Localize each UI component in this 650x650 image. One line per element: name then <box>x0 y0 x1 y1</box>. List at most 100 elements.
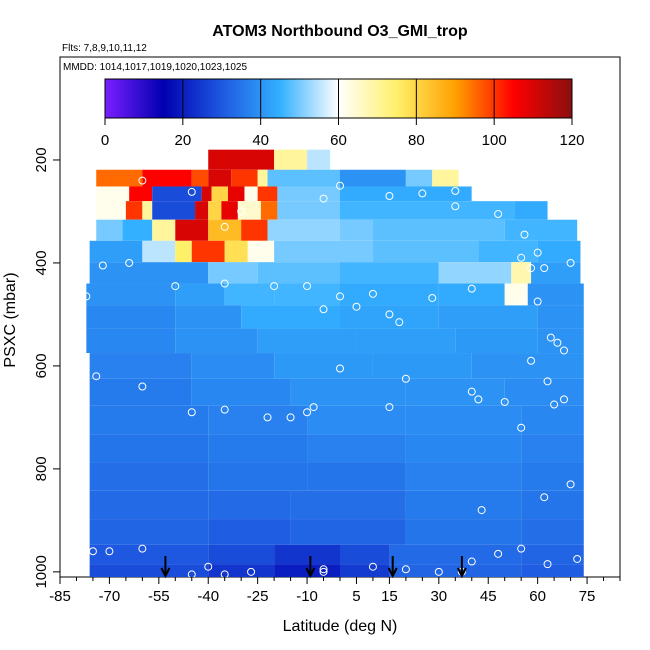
sample-point <box>82 292 91 301</box>
heatmap-cell <box>274 149 308 170</box>
y-tick-label: 800 <box>33 456 50 481</box>
heatmap-cell <box>208 490 291 520</box>
sample-point <box>546 333 555 342</box>
heatmap-cell <box>340 305 439 329</box>
heatmap-cell <box>274 544 340 565</box>
heatmap-cell <box>471 186 515 202</box>
heatmap-cell <box>221 201 238 220</box>
sample-point <box>494 549 503 558</box>
sample-point <box>451 202 460 211</box>
sample-point <box>336 292 344 301</box>
sample-point <box>451 186 460 195</box>
sample-point <box>566 258 575 267</box>
heatmap-cell <box>277 201 340 220</box>
heatmap-cell <box>340 169 406 187</box>
heatmap-cell <box>208 169 232 187</box>
heatmap-cell <box>405 490 522 520</box>
heatmap-cell <box>372 353 472 379</box>
heatmap-cell <box>152 186 202 202</box>
heatmap-cell <box>277 186 340 202</box>
sample-point <box>467 387 476 396</box>
y-axis-label: PSXC (mbar) <box>2 272 19 367</box>
heatmap-cell <box>267 169 340 187</box>
y-axis: 200 400 600 800 1000 <box>33 147 60 589</box>
heatmap-cell <box>89 353 192 379</box>
sample-point <box>187 408 196 417</box>
sample-point <box>138 176 147 185</box>
x-axis-label: Latitude (deg N) <box>283 618 398 635</box>
heatmap-cell <box>340 564 390 577</box>
sample-point <box>303 282 312 291</box>
heatmap-cell <box>175 328 258 354</box>
x-tick-label: 5 <box>352 588 360 605</box>
y-tick-label: 200 <box>33 147 50 172</box>
sample-point <box>187 187 196 196</box>
heatmap-cell <box>208 519 291 545</box>
sample-point <box>92 372 101 381</box>
colorbar-tick-label: 20 <box>174 132 191 149</box>
heatmap-cell <box>191 169 209 187</box>
heatmap-cell <box>129 186 153 202</box>
heatmap-cell <box>537 305 584 329</box>
heatmap-cell <box>142 201 153 220</box>
heatmap-cell <box>191 353 275 379</box>
heatmap-cell <box>405 434 522 463</box>
sample-point <box>220 279 229 288</box>
heatmap-cell <box>405 378 505 406</box>
heatmap-cell <box>372 240 479 263</box>
heatmap-cell <box>211 186 228 202</box>
heatmap-cell <box>521 564 584 577</box>
heatmap-cell <box>290 519 406 545</box>
sample-point <box>560 395 568 404</box>
x-tick-label: -85 <box>49 588 71 605</box>
heatmap-cell <box>247 240 275 263</box>
heatmap-cell <box>405 462 522 491</box>
sample-point <box>138 544 147 553</box>
sample-point <box>309 403 318 412</box>
sample-point <box>125 258 134 267</box>
heatmap-cell <box>504 283 528 306</box>
x-tick-label: 15 <box>381 588 398 605</box>
sample-point <box>533 248 542 257</box>
heatmap-cell <box>504 219 578 241</box>
heatmap-cell <box>521 519 584 545</box>
heatmap-cell <box>471 353 584 379</box>
sample-point <box>401 565 410 574</box>
x-tick-label: 60 <box>529 588 546 605</box>
heatmap-cell <box>201 186 212 202</box>
heatmap-cell <box>208 262 258 284</box>
sample-point <box>247 567 256 576</box>
heatmap-cell <box>257 186 278 202</box>
sample-point <box>220 405 229 414</box>
heatmap-cell <box>241 305 340 329</box>
sample-point <box>385 192 394 201</box>
colorbar: 0 20 40 60 80 100 120 <box>101 78 585 149</box>
sample-point <box>395 318 404 327</box>
heatmap-cell <box>122 219 153 241</box>
sample-point <box>319 194 328 203</box>
heatmap-cell <box>274 240 373 263</box>
heatmap-cell <box>537 240 581 263</box>
heatmap-cell <box>208 201 222 220</box>
heatmap-cell <box>290 490 406 520</box>
heatmap-cell <box>86 283 176 306</box>
heatmap-cell <box>521 405 584 435</box>
heatmap-cell <box>478 240 538 263</box>
heatmap-cell <box>96 219 123 241</box>
sample-point <box>517 294 526 303</box>
heatmap-cell <box>521 462 584 491</box>
sample-point <box>527 264 536 273</box>
heatmap-cell <box>307 149 331 170</box>
heatmap-cell <box>340 201 515 220</box>
heatmap-cell <box>257 262 340 284</box>
sample-point <box>543 560 552 569</box>
heatmap-cell <box>274 283 340 306</box>
x-tick-label: 45 <box>480 588 497 605</box>
heatmap-cell <box>195 201 209 220</box>
heatmap-cell <box>96 186 130 202</box>
heatmap-cell <box>96 201 126 220</box>
flight-arrow-head <box>456 567 467 579</box>
sample-point <box>171 282 180 291</box>
heatmap-cell <box>142 240 176 263</box>
heatmap-cell <box>228 186 245 202</box>
